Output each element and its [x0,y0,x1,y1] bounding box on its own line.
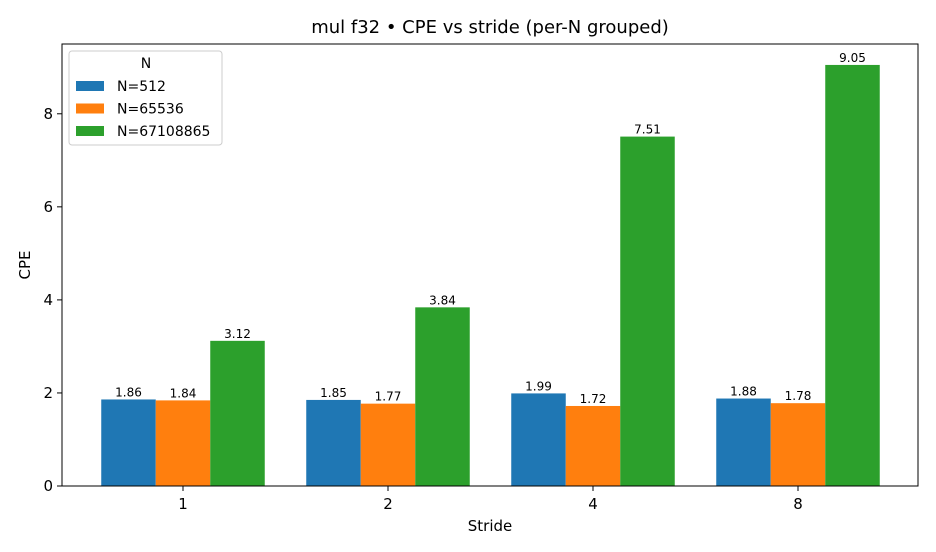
data-labels-layer: 1.86 1.85 1.99 1.88 1.84 1.77 1.72 1.78 3.12 3.84… [115,51,866,406]
bar-value-label: 3.12 [224,327,251,341]
legend: N N=512 N=65536 N=67108865 [68,50,223,146]
y-tick-label: 4 [43,291,53,309]
y-axis-label: CPE [16,251,34,280]
chart-title: mul f32 • CPE vs stride (per-N grouped) [311,17,669,38]
bar-n-67108865-stride-1 [210,340,265,486]
bar-n-65536-stride-8 [770,403,826,486]
bar-n-65536-stride-4 [565,405,621,486]
bars-layer [101,64,880,487]
x-tick-label: 2 [383,495,393,513]
y-tick-label: 6 [43,198,53,216]
bar-n-67108865-stride-4 [620,136,675,486]
y-tick-label: 8 [43,105,53,123]
legend-swatch [76,103,104,114]
bar-value-label: 1.99 [525,379,552,393]
x-tick-label: 8 [793,495,803,513]
bar-n-512-stride-4 [511,393,566,486]
bar-n-512-stride-1 [101,399,156,486]
bar-n-67108865-stride-8 [825,64,880,487]
bar-value-label: 1.88 [730,385,757,399]
legend-title: N [141,56,151,72]
y-tick-label: 0 [43,477,53,495]
bar-value-label: 9.05 [839,51,866,65]
bar-n-65536-stride-1 [155,400,211,486]
bar-n-512-stride-8 [716,398,771,486]
bar-value-label: 3.84 [429,293,456,307]
bar-value-label: 1.85 [320,386,347,400]
legend-swatch [76,81,104,91]
bar-n-67108865-stride-2 [415,307,470,486]
x-tick-label: 1 [178,495,188,513]
bar-n-512-stride-2 [306,399,361,486]
x-axis-label: Stride [468,517,513,535]
plot-frame [61,43,919,487]
x-tick-label: 4 [588,495,598,513]
x-axis: 1 2 4 8 [178,486,803,513]
bar-n-65536-stride-2 [360,403,416,486]
y-tick-label: 2 [43,384,53,402]
bar-value-label: 1.84 [170,386,197,400]
legend-box [68,50,223,146]
bar-value-label: 1.77 [375,390,402,404]
legend-swatch [76,126,104,136]
y-axis: 0 2 4 6 8 [43,105,62,495]
bar-value-label: 1.78 [785,389,812,403]
legend-entry: N=512 [117,79,166,95]
legend-entry: N=67108865 [117,124,210,140]
legend-entry: N=65536 [117,102,184,118]
bar-value-label: 1.72 [580,392,607,406]
bar-value-label: 1.86 [115,385,142,399]
bar-value-label: 7.51 [634,123,661,137]
